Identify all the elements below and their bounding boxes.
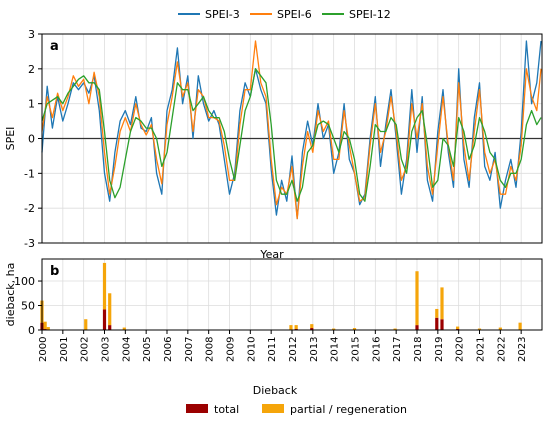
dieback-bar-partial	[84, 319, 88, 330]
year-x-tick-label: 2018	[413, 337, 424, 362]
dieback-bar-total	[440, 319, 444, 330]
dieback-bar-partial	[518, 322, 522, 330]
year-x-tick-label: 2007	[184, 337, 195, 362]
dieback-bar-partial	[352, 328, 357, 330]
dieback-legend-label-partial: partial / regeneration	[290, 403, 407, 416]
year-x-tick-label: 2008	[205, 337, 216, 362]
dieback-grid	[41, 259, 543, 331]
legend-label-spei-6: SPEI-6	[277, 8, 312, 21]
dieback-legend-swatch-partial	[262, 404, 284, 413]
dieback-bar-partial	[122, 327, 126, 330]
dieback-bars	[40, 262, 522, 330]
spei-y-tick-label: 2	[28, 63, 35, 76]
dieback-bar-partial	[108, 293, 112, 326]
dieback-bar-partial	[102, 262, 107, 310]
spei-panel: -3 -2 -1 0 1 2 3 a SPEI	[4, 28, 543, 250]
dieback-bar-partial	[415, 271, 419, 326]
spei-y-axis-label: SPEI	[4, 127, 17, 151]
spei-line-spei-6	[41, 40, 542, 220]
spei-legend: SPEI-3 SPEI-6 SPEI-12	[178, 8, 391, 21]
dieback-bar-partial	[456, 326, 460, 330]
year-x-tick-label: 2009	[226, 337, 237, 362]
year-x-tick-label: 2010	[246, 337, 257, 362]
dieback-bar-total	[415, 325, 419, 330]
dieback-bar-total	[310, 328, 314, 330]
year-x-tick-label: 2021	[476, 337, 487, 362]
year-x-tick-label: 2006	[163, 337, 174, 362]
dieback-legend-label-total: total	[214, 403, 239, 416]
dieback-bar-partial	[440, 287, 444, 320]
spei-y-tick-label: -1	[24, 167, 35, 180]
panel-a-label: a	[50, 39, 59, 54]
dieback-y-axis-label: dieback, ha	[4, 263, 17, 327]
dieback-bar-partial	[498, 327, 502, 330]
dieback-bar-partial	[435, 308, 439, 318]
dieback-bar-total	[108, 325, 112, 330]
year-x-tick-label: 2023	[517, 337, 528, 362]
year-x-tick-label: 2013	[309, 337, 320, 362]
dieback-legend-swatch-total	[186, 404, 208, 413]
spei-y-tick-label: 3	[28, 28, 35, 41]
dieback-legend: Dieback total partial / regeneration	[186, 384, 407, 416]
year-x-tick-label: 2019	[434, 337, 445, 362]
dieback-bar-total	[435, 317, 439, 330]
year-x-tick-label: 2015	[351, 337, 362, 362]
year-x-ticks: 2000 2001 2002 2003 2004 2005 2006 2007 2008 2009…	[38, 330, 528, 362]
dieback-bar-partial	[393, 328, 397, 330]
year-x-tick-label: 2014	[330, 337, 341, 362]
panel-b-label: b	[50, 264, 59, 279]
spei-y-ticks: -3 -2 -1 0 1 2 3	[24, 28, 42, 250]
dieback-y-tick-label: 0	[28, 324, 35, 337]
year-x-tick-label: 2004	[121, 337, 132, 362]
dieback-y-ticks: 0 50 100	[14, 275, 42, 337]
dieback-bar-partial	[43, 321, 47, 330]
spei-y-tick-label: 0	[28, 133, 35, 146]
dieback-bar-partial	[46, 327, 50, 330]
spei-y-tick-label: -3	[24, 237, 35, 250]
dieback-bar-partial	[310, 324, 314, 329]
dieback-bar-total	[102, 309, 107, 330]
year-x-tick-label: 2003	[101, 337, 112, 362]
spei-y-tick-label: -2	[24, 202, 35, 215]
year-x-tick-label: 2020	[455, 337, 466, 362]
year-x-tick-label: 2002	[80, 337, 91, 362]
dieback-bar-partial	[332, 328, 336, 330]
year-x-tick-label: 2012	[288, 337, 299, 362]
legend-label-spei-12: SPEI-12	[349, 8, 391, 21]
year-x-tick-label: 2005	[142, 337, 153, 362]
legend-label-spei-3: SPEI-3	[205, 8, 240, 21]
year-x-tick-label: 2000	[38, 337, 49, 362]
spei-series-lines	[41, 40, 542, 220]
spei-line-spei-12	[41, 68, 542, 202]
year-x-tick-label: 2022	[496, 337, 507, 362]
dieback-legend-title: Dieback	[253, 384, 298, 397]
dieback-y-tick-label: 100	[14, 275, 35, 288]
spei-line-spei-3	[41, 40, 542, 220]
year-x-tick-label: 2017	[392, 337, 403, 362]
spei-y-tick-label: 1	[28, 98, 35, 111]
dieback-bar-partial	[289, 325, 293, 330]
year-x-tick-label: 2001	[59, 337, 70, 362]
dieback-y-tick-label: 50	[21, 300, 35, 313]
year-x-axis-label: Year	[259, 248, 284, 261]
dieback-bar-partial	[477, 328, 482, 330]
year-x-tick-label: 2011	[267, 337, 278, 362]
year-x-tick-label: 2016	[371, 337, 382, 362]
dieback-bar-partial	[294, 325, 298, 330]
